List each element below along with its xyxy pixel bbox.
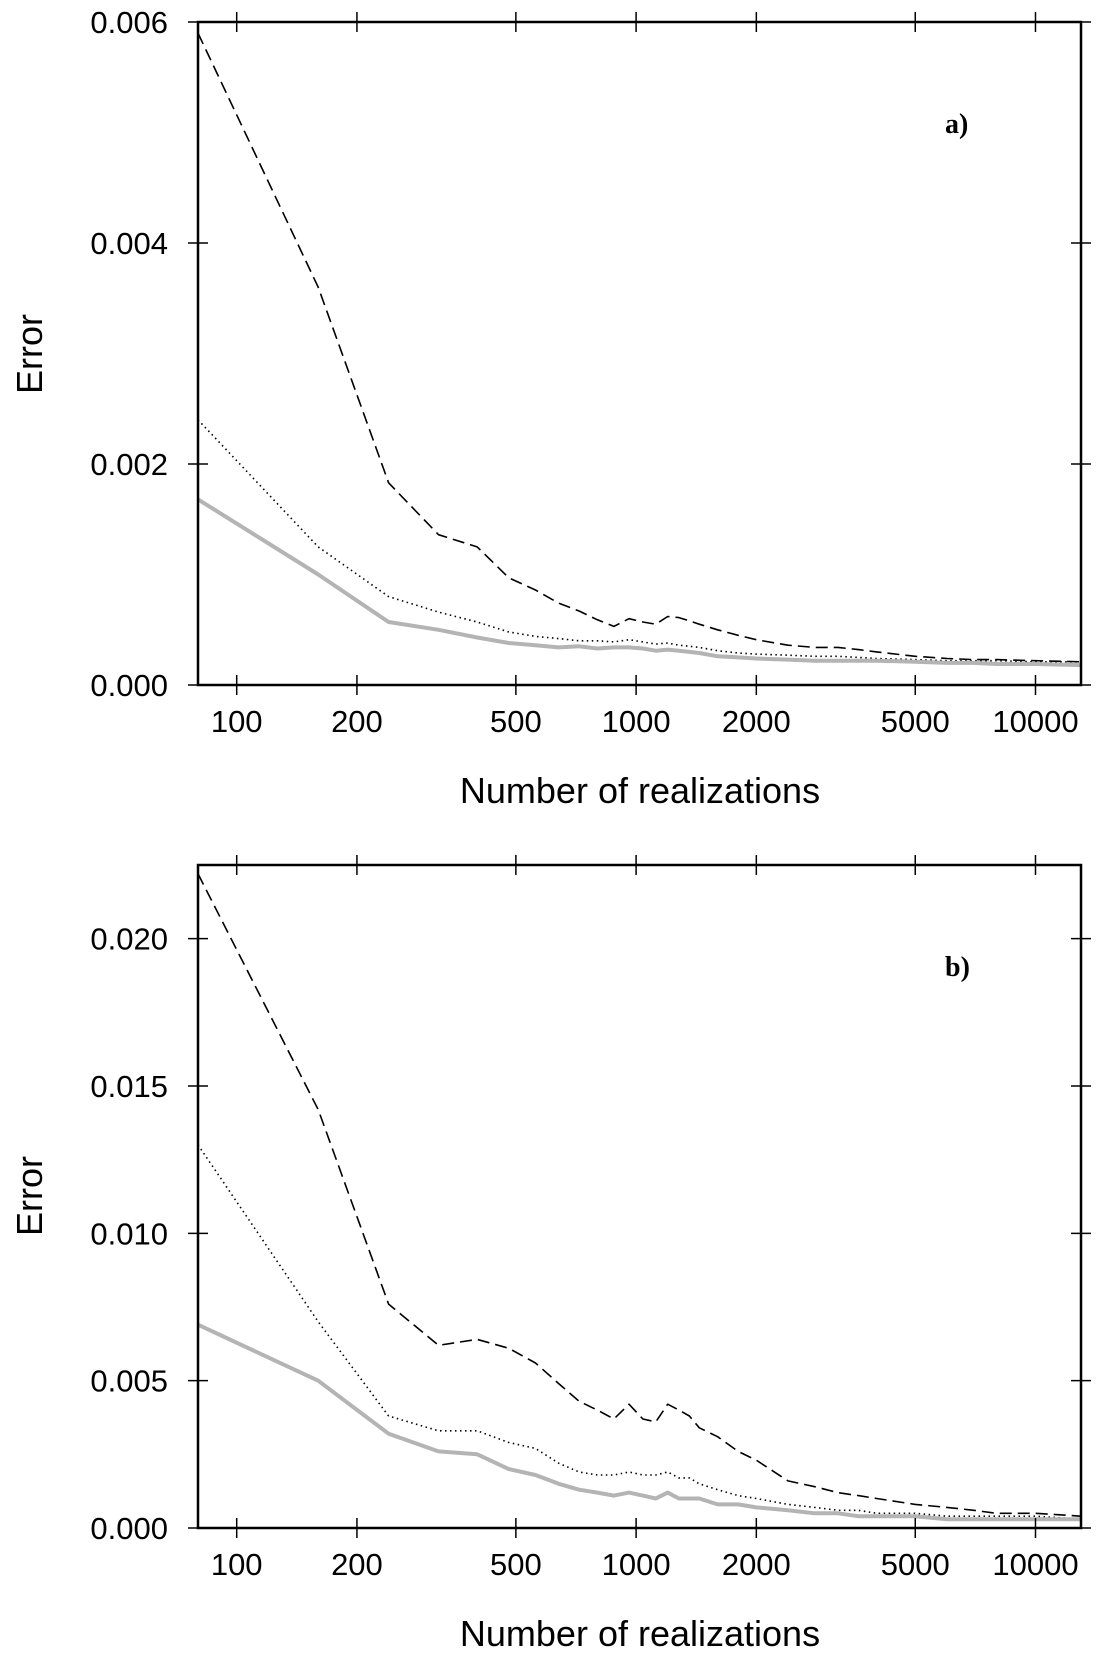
panel-a-y-axis-title: Error [9, 314, 50, 394]
panel-b-x-tick-label: 1000 [602, 1547, 671, 1582]
panel-b-y-tick-label: 0.020 [90, 922, 168, 957]
panel-b-plot-frame [196, 863, 1083, 1530]
panel-a-x-axis-title: Number of realizations [460, 770, 820, 811]
panel-a-series-dashed-line [197, 32, 1082, 663]
panel-a-x-tick-label: 200 [331, 704, 383, 739]
panel-a-x-tick-label: 500 [490, 704, 542, 739]
panel-b-ticks-layer: 100 200 500 1000 2000 5000 10000 0.000 0.005 0.01… [90, 855, 1091, 1582]
panel-a-y-tick-label: 0.004 [90, 226, 168, 261]
panel-a: 100 200 500 1000 2000 5000 10000 0.000 0.002 0.00… [9, 5, 1091, 811]
panel-a-y-tick-label: 0.000 [90, 668, 168, 703]
panel-a-y-tick-label: 0.002 [90, 447, 168, 482]
panel-b-x-tick-label: 5000 [881, 1547, 950, 1582]
panel-a-series-dotted-line [197, 419, 1081, 663]
panel-b-series-layer [197, 873, 1082, 1522]
panel-b-label: b) [945, 952, 970, 983]
panel-a-label: a) [945, 109, 968, 140]
panel-b-x-tick-label: 10000 [992, 1547, 1078, 1582]
panel-b-x-tick-label: 2000 [722, 1547, 791, 1582]
panel-b-series-dotted-line [197, 1144, 1082, 1520]
panel-b-x-axis-title: Number of realizations [460, 1613, 820, 1654]
panel-a-ticks-layer: 100 200 500 1000 2000 5000 10000 0.000 0.002 0.00… [90, 5, 1091, 739]
panel-b-y-tick-label: 0.010 [90, 1216, 168, 1251]
panel-a-x-tick-label: 1000 [602, 704, 671, 739]
panel-a-y-tick-label: 0.006 [90, 5, 168, 40]
panel-a-plot-frame [196, 20, 1083, 687]
panel-b-y-tick-label: 0.015 [90, 1069, 168, 1104]
panel-b-x-tick-label: 500 [490, 1547, 542, 1582]
panel-b-y-tick-label: 0.000 [90, 1511, 168, 1546]
panel-a-x-tick-label: 5000 [881, 704, 950, 739]
panel-b: 100 200 500 1000 2000 5000 10000 0.000 0.005 0.01… [9, 855, 1091, 1654]
panel-a-x-tick-label: 2000 [722, 704, 791, 739]
panel-a-x-tick-label: 10000 [992, 704, 1078, 739]
panel-b-series-solid-line [197, 1322, 1081, 1522]
panel-b-series-dashed-line [197, 873, 1082, 1517]
panel-b-x-tick-label: 200 [331, 1547, 383, 1582]
panel-b-x-tick-label: 100 [211, 1547, 263, 1582]
panel-a-series-layer [196, 32, 1082, 668]
panel-a-series-solid-line [196, 497, 1082, 668]
panel-a-x-tick-label: 100 [211, 704, 263, 739]
panel-b-y-tick-label: 0.005 [90, 1364, 168, 1399]
panel-b-y-axis-title: Error [9, 1156, 50, 1236]
